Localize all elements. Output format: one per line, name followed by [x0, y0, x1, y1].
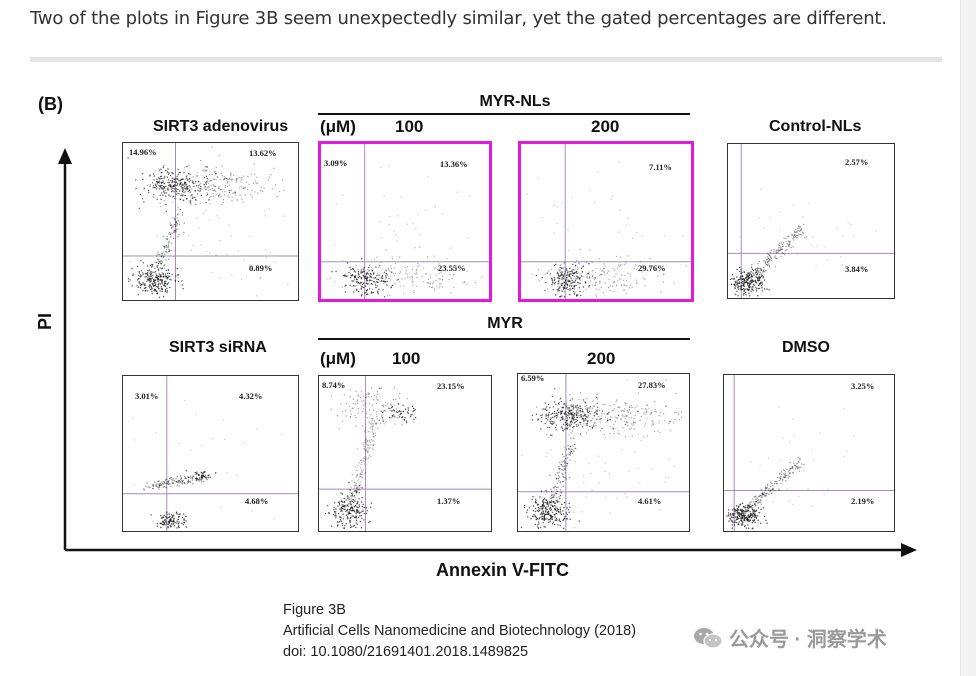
- caption-line-2: Artificial Cells Nanomedicine and Biotec…: [283, 623, 637, 639]
- gate-lr-pct: 2.19%: [851, 496, 875, 506]
- plot-myrnls-100: 3.09% 13.36% 23.55%: [318, 141, 492, 302]
- unit-label-row2: (μM): [320, 349, 356, 368]
- gate-lr-pct: 0.89%: [249, 263, 273, 273]
- gate-ul-pct: 3.01%: [135, 391, 159, 401]
- title-myr-100: 100: [392, 349, 421, 368]
- myr-title: MYR: [487, 315, 523, 332]
- scatter-plot: [521, 144, 691, 299]
- caption-line-1: Figure 3B: [283, 602, 346, 618]
- scatter-plot: [728, 144, 894, 298]
- myr-nls-title: MYR-NLs: [479, 93, 551, 110]
- wechat-icon: [693, 626, 723, 650]
- gate-ur-pct: 27.83%: [638, 380, 666, 390]
- figure-3b: (B) MYR-NLs MYR SIRT3 adenovirus (μM) 10…: [30, 80, 942, 600]
- gate-ur-pct: 13.62%: [249, 148, 277, 158]
- plot-myr-200: 6.59% 27.83% 4.61%: [517, 373, 690, 532]
- plot-sirt3-adenovirus: 14.96% 13.62% 0.89%: [122, 142, 299, 301]
- intro-text: Two of the plots in Figure 3B seem unexp…: [30, 8, 887, 29]
- gate-ur-pct: 3.25%: [851, 381, 875, 391]
- gate-lr-pct: 4.68%: [245, 496, 269, 506]
- gate-ur-pct: 23.15%: [437, 381, 465, 391]
- scatter-plot: [724, 375, 894, 531]
- title-sirt3-sirna: SIRT3 siRNA: [169, 339, 267, 356]
- plot-dmso: 3.25% 2.19%: [723, 374, 895, 532]
- plot-myr-100: 8.74% 23.15% 1.37%: [318, 375, 492, 532]
- gate-ur-pct: 4.32%: [239, 391, 263, 401]
- gate-ul-pct: 8.74%: [322, 380, 346, 390]
- title-myrnls-200: 200: [591, 117, 620, 136]
- y-axis-label: PI: [35, 312, 55, 330]
- gate-lr-pct: 3.84%: [845, 264, 869, 274]
- plot-control-nls: 2.57% 3.84%: [727, 143, 895, 299]
- gate-lr-pct: 1.37%: [437, 496, 461, 506]
- gate-ul-pct: 14.96%: [129, 147, 157, 157]
- scatter-plot: [321, 144, 489, 299]
- axes: [58, 148, 917, 557]
- gate-ur-pct: 2.57%: [845, 157, 869, 167]
- figure-caption: Figure 3B Artificial Cells Nanomedicine …: [283, 600, 636, 663]
- title-dmso: DMSO: [782, 339, 830, 356]
- scatter-plot: [518, 374, 689, 531]
- title-myrnls-100: 100: [395, 117, 424, 136]
- gate-ur-pct: 7.11%: [649, 162, 672, 172]
- watermark-text: 公众号 · 洞察学术: [729, 629, 887, 651]
- figure-label: (B): [38, 94, 63, 114]
- myr-line: [318, 338, 690, 340]
- title-myr-200: 200: [587, 349, 616, 368]
- scatter-plot: [123, 143, 298, 300]
- plot-myrnls-200: 7.11% 29.76%: [518, 141, 694, 302]
- x-axis-label: Annexin V-FITC: [436, 560, 570, 580]
- unit-label-row1: (μM): [320, 117, 356, 136]
- title-sirt3-adenovirus: SIRT3 adenovirus: [153, 118, 289, 135]
- scatter-plot: [319, 376, 491, 531]
- gate-lr-pct: 29.76%: [638, 263, 666, 273]
- watermark: 公众号 · 洞察学术: [693, 623, 887, 652]
- gate-ul-pct: 6.59%: [521, 373, 545, 383]
- divider: [30, 57, 942, 62]
- gate-lr-pct: 23.55%: [438, 263, 466, 273]
- scatter-plot: [123, 376, 298, 531]
- caption-line-3: doi: 10.1080/21691401.2018.1489825: [283, 644, 529, 660]
- gate-lr-pct: 4.61%: [638, 496, 662, 506]
- gate-ul-pct: 3.09%: [324, 158, 348, 168]
- gate-ur-pct: 13.36%: [440, 159, 468, 169]
- plot-sirt3-sirna: 3.01% 4.32% 4.68%: [122, 375, 299, 532]
- scrollbar-track[interactable]: [961, 0, 976, 676]
- title-control-nls: Control-NLs: [769, 118, 862, 135]
- myr-nls-line: [318, 113, 690, 115]
